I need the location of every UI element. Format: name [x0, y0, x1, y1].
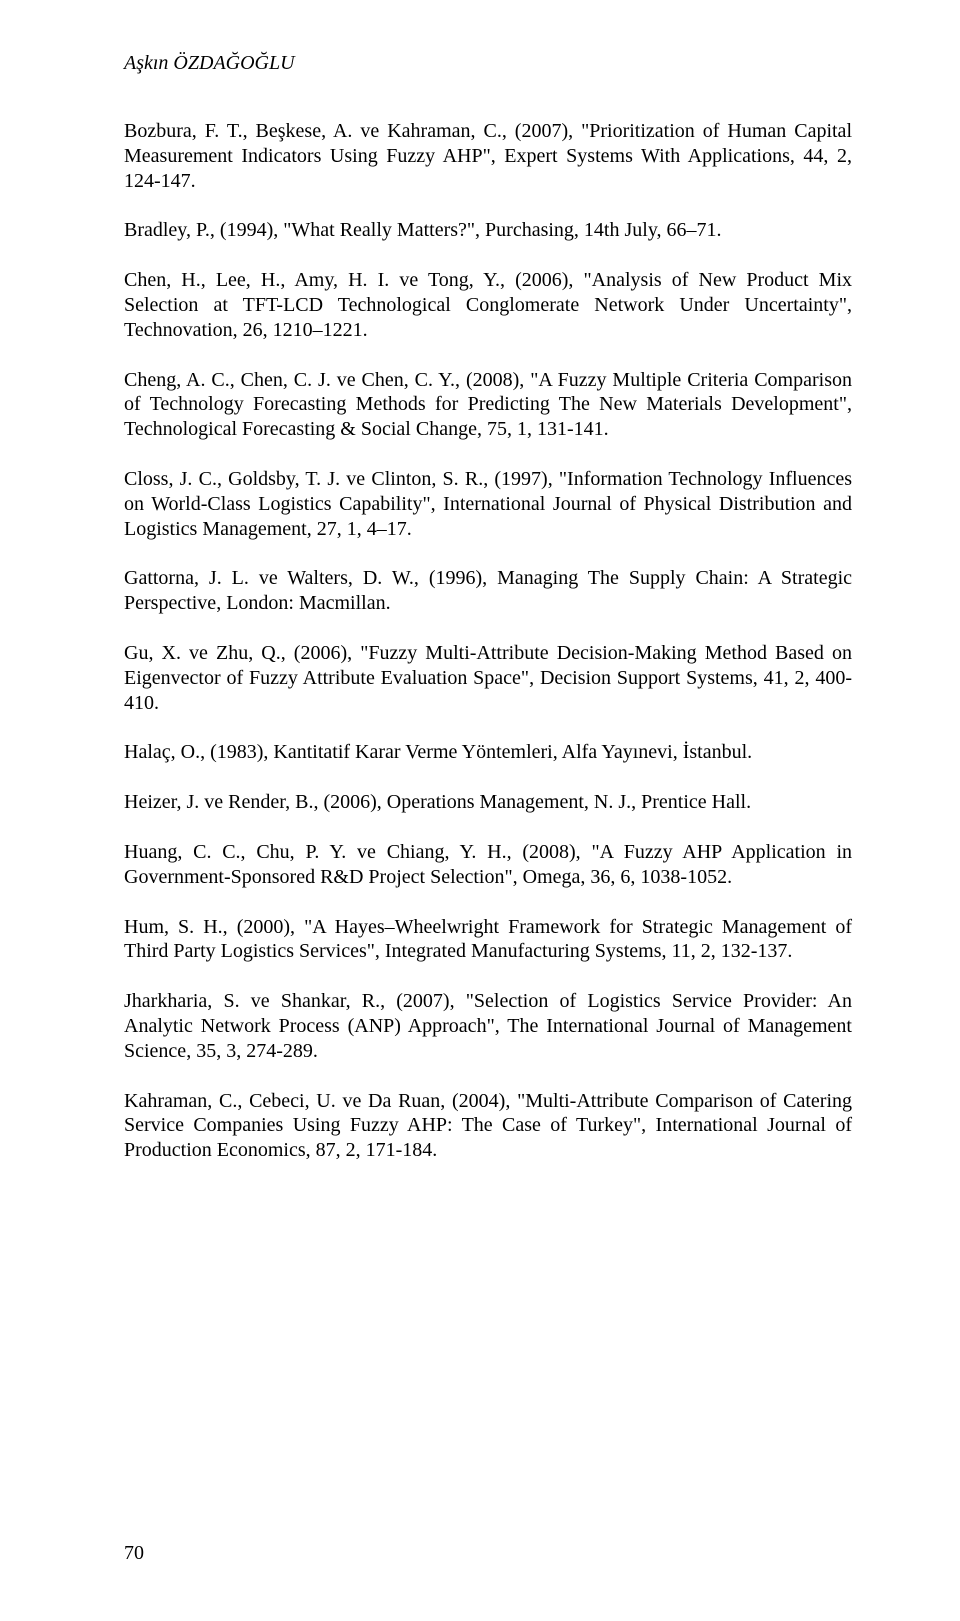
page-header-author: Aşkın ÖZDAĞOĞLU [124, 52, 852, 75]
reference-item: Closs, J. C., Goldsby, T. J. ve Clinton,… [124, 467, 852, 541]
reference-item: Bozbura, F. T., Beşkese, A. ve Kahraman,… [124, 119, 852, 193]
reference-item: Chen, H., Lee, H., Amy, H. I. ve Tong, Y… [124, 268, 852, 342]
reference-item: Hum, S. H., (2000), "A Hayes–Wheelwright… [124, 915, 852, 965]
reference-item: Gattorna, J. L. ve Walters, D. W., (1996… [124, 566, 852, 616]
reference-item: Halaç, O., (1983), Kantitatif Karar Verm… [124, 740, 852, 765]
reference-item: Cheng, A. C., Chen, C. J. ve Chen, C. Y.… [124, 368, 852, 442]
reference-item: Huang, C. C., Chu, P. Y. ve Chiang, Y. H… [124, 840, 852, 890]
reference-item: Jharkharia, S. ve Shankar, R., (2007), "… [124, 989, 852, 1063]
reference-item: Bradley, P., (1994), "What Really Matter… [124, 218, 852, 243]
page-number: 70 [124, 1542, 144, 1565]
reference-item: Kahraman, C., Cebeci, U. ve Da Ruan, (20… [124, 1089, 852, 1163]
reference-item: Gu, X. ve Zhu, Q., (2006), "Fuzzy Multi-… [124, 641, 852, 715]
reference-item: Heizer, J. ve Render, B., (2006), Operat… [124, 790, 852, 815]
